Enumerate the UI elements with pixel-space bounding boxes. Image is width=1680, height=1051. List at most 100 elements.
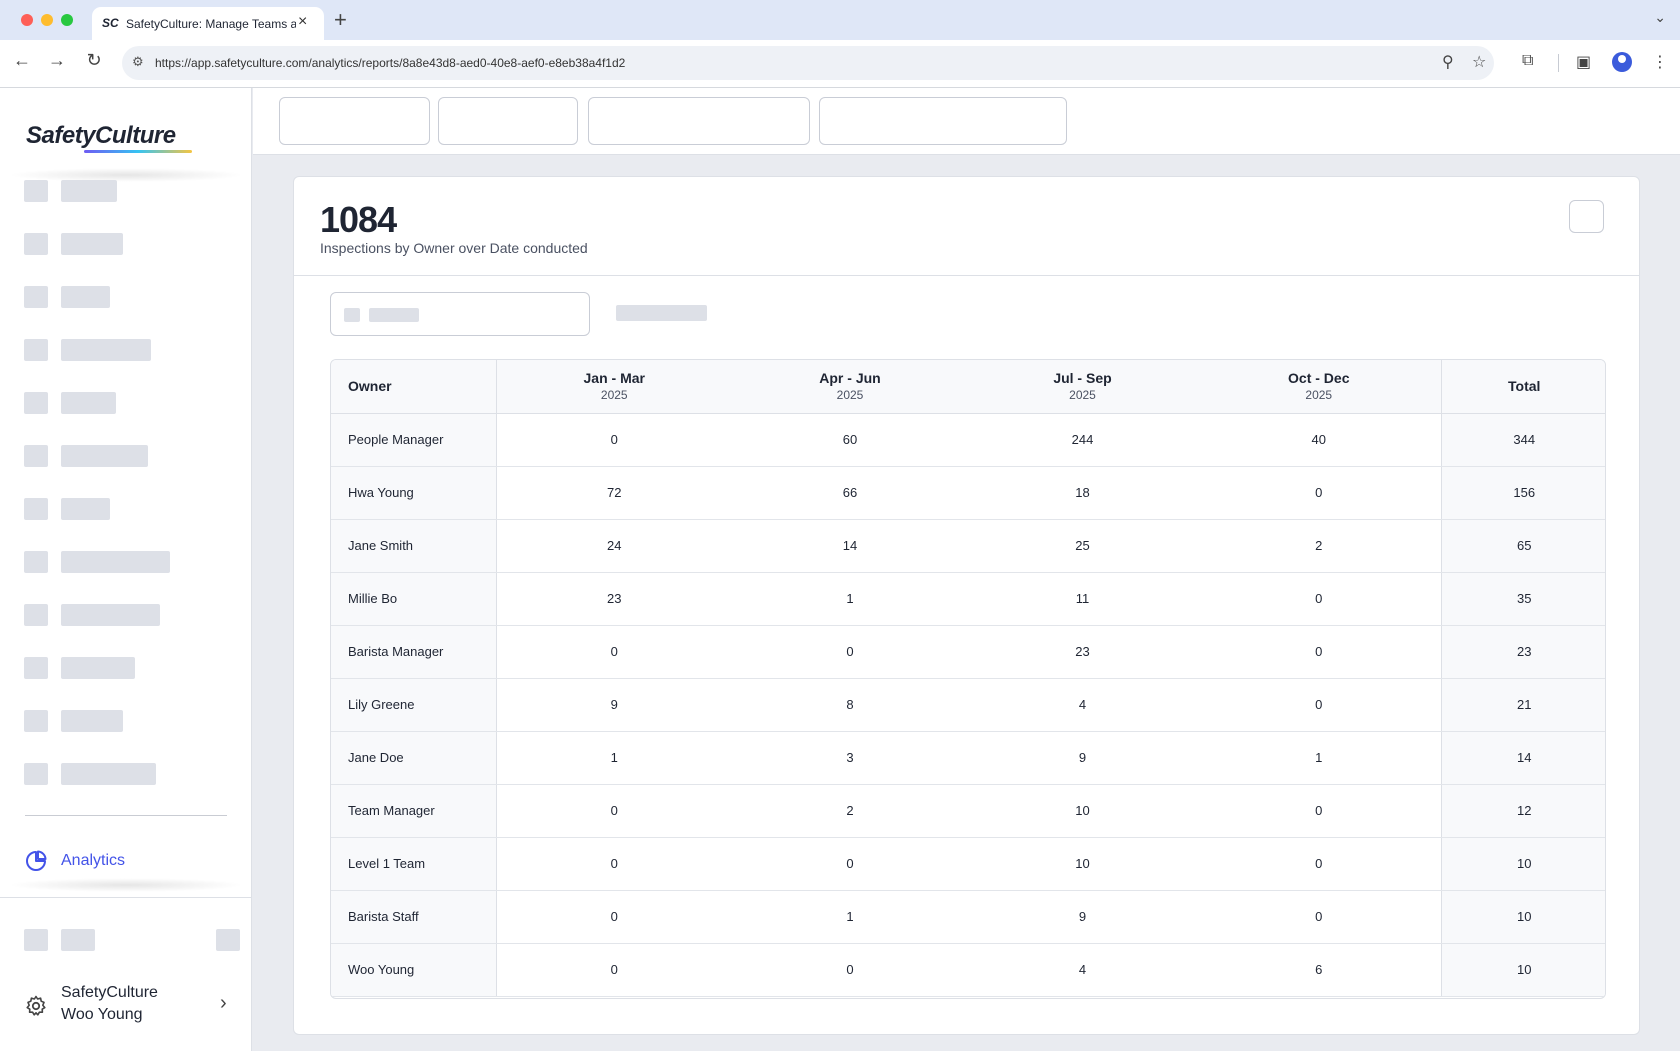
table-row[interactable]: Lily Greene 9 8 4 0 21 — [331, 678, 1605, 732]
owner-cell: Hwa Young — [331, 466, 497, 520]
profile-icon[interactable] — [1612, 52, 1632, 72]
sidebar-shadow — [8, 878, 244, 892]
quarter-cell: 244 — [968, 413, 1197, 467]
quarter-cell: 3 — [732, 731, 968, 785]
nav-skeleton-icon — [24, 929, 48, 951]
nav-skeleton-label — [61, 551, 170, 573]
tab-search-chevron-icon[interactable]: ⌄ — [1654, 9, 1666, 25]
tab-strip: SC SafetyCulture: Manage Teams and... × … — [0, 0, 1680, 40]
quarter-cell: 23 — [968, 625, 1197, 679]
nav-skeleton-label — [61, 180, 117, 202]
close-tab-icon[interactable]: × — [298, 13, 308, 30]
table-row[interactable]: Team Manager 0 2 10 0 12 — [331, 784, 1605, 838]
filter-button[interactable] — [279, 97, 430, 145]
nav-skeleton-icon — [24, 498, 48, 520]
browser-toolbar: ← → ↻ ⚙ https://app.safetyculture.com/an… — [0, 40, 1680, 88]
filter-button[interactable] — [438, 97, 578, 145]
quarter-cell: 0 — [732, 943, 968, 997]
forward-icon[interactable]: → — [48, 50, 66, 70]
table-row[interactable]: Millie Bo 23 1 11 0 35 — [331, 572, 1605, 626]
minimize-window-button[interactable] — [41, 14, 53, 26]
owner-cell: Jane Smith — [331, 519, 497, 573]
nav-skeleton-icon — [24, 392, 48, 414]
quarter-cell: 6 — [1197, 943, 1441, 997]
filter-button[interactable] — [819, 97, 1067, 145]
nav-skeleton-label — [61, 763, 156, 785]
table-row[interactable]: Jane Smith 24 14 25 2 65 — [331, 519, 1605, 573]
logo-underline — [84, 150, 192, 153]
nav-skeleton-label — [61, 710, 123, 732]
quarter-cell: 9 — [496, 678, 732, 732]
quarter-cell: 0 — [1197, 784, 1441, 838]
table-row[interactable]: Level 1 Team 0 0 10 0 10 — [331, 837, 1605, 891]
table-row[interactable]: Hwa Young 72 66 18 0 156 — [331, 466, 1605, 520]
reload-icon[interactable]: ↻ — [86, 50, 102, 70]
safetyculture-logo[interactable]: SafetyCulture — [26, 122, 176, 149]
extensions-icon[interactable]: ⧉ — [1522, 52, 1534, 69]
owner-cell: Woo Young — [331, 943, 497, 997]
quarter-cell: 0 — [496, 837, 732, 891]
quarter-cell: 2 — [732, 784, 968, 838]
sidebar-item-label: Analytics — [61, 852, 126, 869]
new-tab-icon[interactable]: + — [334, 7, 347, 32]
owner-cell: People Manager — [331, 413, 497, 467]
quarter-cell: 66 — [732, 466, 968, 520]
address-bar[interactable]: ⚙ https://app.safetyculture.com/analytic… — [122, 46, 1494, 80]
total-cell: 344 — [1440, 413, 1605, 467]
column-header-owner[interactable]: Owner — [331, 360, 497, 414]
search-input[interactable] — [330, 292, 590, 336]
toolbar-divider — [1558, 54, 1559, 72]
table-row[interactable]: People Manager 0 60 244 40 344 — [331, 413, 1605, 467]
quarter-cell: 0 — [1197, 678, 1441, 732]
owner-cell: Millie Bo — [331, 572, 497, 626]
nav-skeleton-icon — [24, 286, 48, 308]
nav-skeleton-icon — [24, 339, 48, 361]
sidebar-item-analytics[interactable]: Analytics — [0, 841, 252, 881]
column-header-quarter[interactable]: Oct - Dec 2025 — [1197, 360, 1441, 414]
sidebar-icon[interactable]: ▣ — [1576, 54, 1592, 71]
table-row[interactable]: Barista Manager 0 0 23 0 23 — [331, 625, 1605, 679]
nav-skeleton-icon — [24, 763, 48, 785]
quarter-cell: 40 — [1197, 413, 1441, 467]
total-cell: 21 — [1440, 678, 1605, 732]
filter-button[interactable] — [588, 97, 810, 145]
table-row[interactable]: Woo Young 0 0 4 6 10 — [331, 943, 1605, 997]
org-account-switcher[interactable]: SafetyCulture Woo Young › — [0, 978, 252, 1034]
column-header-quarter[interactable]: Jan - Mar 2025 — [496, 360, 732, 414]
nav-skeleton-icon — [24, 657, 48, 679]
quarter-cell: 8 — [732, 678, 968, 732]
nav-skeleton-label — [61, 604, 160, 626]
owner-cell: Level 1 Team — [331, 837, 497, 891]
quarter-cell: 0 — [1197, 625, 1441, 679]
org-name: SafetyCulture — [61, 984, 158, 1001]
quarter-cell: 9 — [968, 731, 1197, 785]
quarter-cell: 0 — [496, 625, 732, 679]
nav-skeleton-label — [61, 339, 151, 361]
column-header-quarter[interactable]: Apr - Jun 2025 — [732, 360, 968, 414]
site-settings-icon[interactable]: ⚙ — [132, 54, 144, 69]
total-cell: 35 — [1440, 572, 1605, 626]
quarter-cell: 25 — [968, 519, 1197, 573]
quarter-cell: 0 — [496, 413, 732, 467]
more-icon[interactable]: ⋮ — [1652, 54, 1668, 71]
nav-skeleton-icon — [24, 551, 48, 573]
url-text[interactable]: https://app.safetyculture.com/analytics/… — [155, 56, 626, 70]
card-options-button[interactable] — [1569, 200, 1604, 233]
maximize-window-button[interactable] — [61, 14, 73, 26]
column-header-total[interactable]: Total — [1440, 360, 1605, 414]
back-icon[interactable]: ← — [13, 50, 31, 70]
quarter-cell: 10 — [968, 837, 1197, 891]
table-row[interactable]: Barista Staff 0 1 9 0 10 — [331, 890, 1605, 944]
table-row[interactable]: Jane Doe 1 3 9 1 14 — [331, 731, 1605, 785]
star-icon[interactable]: ☆ — [1472, 54, 1487, 71]
owner-cell: Jane Doe — [331, 731, 497, 785]
tab-title: SafetyCulture: Manage Teams and... — [126, 17, 296, 31]
total-cell: 10 — [1440, 890, 1605, 944]
browser-tab[interactable]: SC SafetyCulture: Manage Teams and... × — [92, 7, 324, 40]
owner-cell: Team Manager — [331, 784, 497, 838]
zoom-icon[interactable]: ⚲ — [1442, 54, 1454, 71]
quarter-cell: 0 — [732, 625, 968, 679]
search-icon — [344, 308, 360, 322]
close-window-button[interactable] — [21, 14, 33, 26]
column-header-quarter[interactable]: Jul - Sep 2025 — [968, 360, 1197, 414]
